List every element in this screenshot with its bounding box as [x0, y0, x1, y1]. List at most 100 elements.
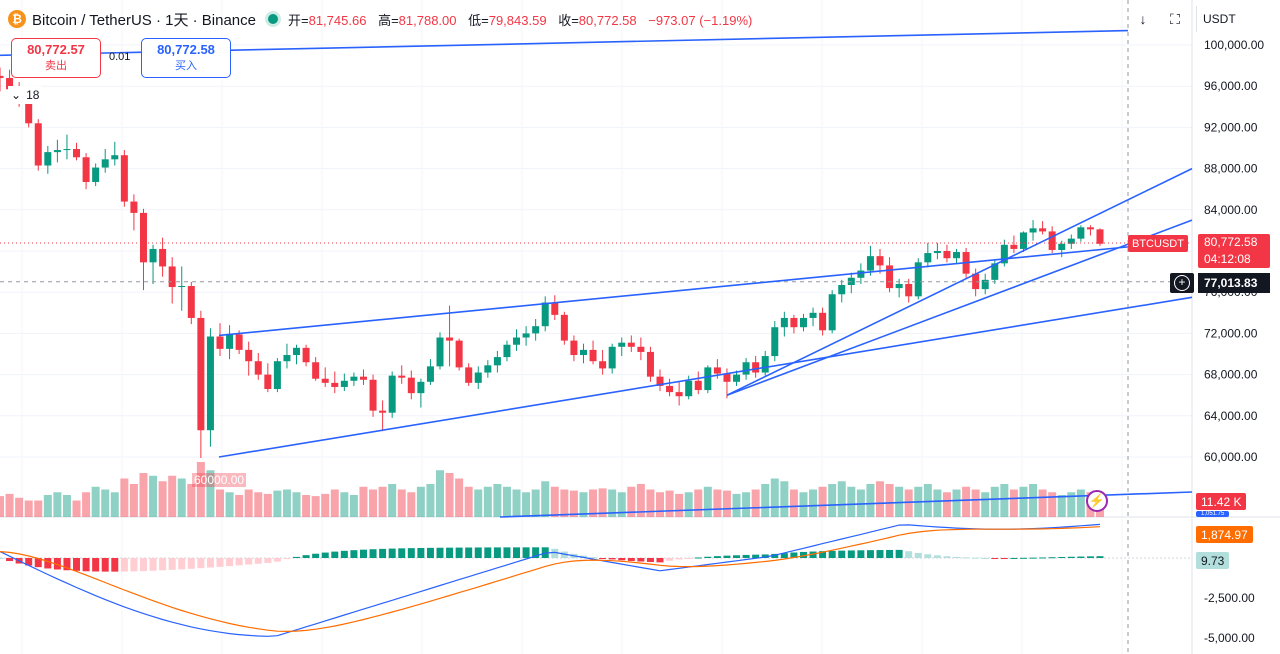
volume-bar — [1067, 492, 1076, 517]
macd-histogram-bar — [1067, 556, 1075, 558]
macd-histogram-bar — [331, 551, 339, 558]
volume-bar — [235, 495, 244, 517]
macd-histogram-bar — [379, 548, 387, 558]
volume-bar — [15, 497, 24, 517]
symbol-title[interactable]: Bitcoin / TetherUS · 1天 · Binance — [32, 11, 256, 29]
sell-button[interactable]: 80,772.57 卖出 — [11, 38, 101, 78]
candle-body — [226, 334, 234, 349]
candle-body — [25, 103, 33, 124]
volume-bar — [1038, 489, 1047, 517]
candle-body — [92, 167, 100, 182]
volume-bar — [330, 489, 339, 517]
candle-body — [206, 336, 214, 431]
volume-bar — [569, 490, 578, 517]
volume-bar — [942, 492, 951, 517]
macd-histogram-bar — [398, 548, 406, 558]
volume-bar — [455, 478, 464, 517]
volume-bar — [770, 478, 779, 517]
volume-bar — [694, 489, 703, 517]
candle-body — [493, 357, 501, 366]
price-tick-label: 84,000.00 — [1204, 203, 1258, 217]
candle-body — [350, 376, 358, 381]
macd-histogram-bar — [436, 547, 444, 558]
candle-body — [254, 361, 262, 375]
macd-histogram-bar — [847, 550, 855, 558]
volume-bar — [254, 492, 263, 517]
buy-button[interactable]: 80,772.58 买入 — [141, 38, 231, 78]
volume-bar — [311, 496, 320, 517]
macd-histogram-bar — [465, 547, 473, 558]
volume-bar — [206, 470, 215, 517]
candle-body — [599, 361, 607, 369]
macd-histogram-bar — [293, 556, 301, 558]
volume-bar — [388, 484, 397, 517]
volume-bar — [120, 478, 129, 517]
macd-histogram-bar — [685, 558, 693, 559]
signal-line — [0, 526, 1101, 633]
macd-histogram-bar — [924, 554, 932, 558]
macd-histogram-bar — [254, 558, 262, 564]
candle-body — [589, 349, 597, 362]
candle-body — [159, 248, 167, 267]
scroll-to-latest-button[interactable]: ↓ — [1139, 11, 1147, 27]
candle-body — [34, 123, 42, 166]
volume-bar — [464, 486, 473, 517]
candle-body — [340, 380, 348, 387]
volume-bar — [828, 484, 837, 517]
candle-body — [407, 377, 415, 394]
volume-bar — [579, 492, 588, 517]
lightning-icon[interactable]: ⚡ — [1086, 490, 1108, 512]
macd-histogram-bar — [656, 558, 664, 563]
candle-body — [321, 378, 329, 383]
candle-body — [637, 346, 645, 352]
price-tick-label: 92,000.00 — [1204, 120, 1258, 134]
candle-body — [139, 212, 147, 263]
candle-body — [455, 340, 463, 368]
candle-body — [398, 375, 406, 378]
volume-bar — [684, 492, 693, 517]
macd-histogram-bar — [1000, 558, 1008, 559]
candle-body — [838, 284, 846, 295]
candle-body — [886, 265, 894, 289]
fullscreen-icon[interactable]: ⛶ — [1170, 10, 1180, 27]
volume-bar — [617, 492, 626, 517]
candle-body — [742, 362, 750, 375]
candle-body — [130, 201, 138, 213]
add-alert-icon[interactable]: + — [1170, 273, 1194, 293]
volume-bar — [177, 478, 186, 517]
quantity-selector[interactable]: ⌄ 18 — [8, 86, 43, 104]
volume-bar — [789, 489, 798, 517]
macd-histogram-bar — [1077, 556, 1085, 558]
candle-body — [799, 317, 807, 328]
volume-bar — [665, 490, 674, 517]
bar-countdown: 04:12:08 — [1204, 252, 1251, 266]
volume-bar — [742, 492, 751, 517]
volume-bar — [302, 495, 311, 517]
candle-body — [866, 256, 874, 271]
price-change: −973.07 (−1.19%) — [648, 12, 753, 28]
candle-body — [283, 355, 291, 362]
volume-bar — [1029, 484, 1038, 517]
volume-bar — [608, 489, 617, 517]
candle-body — [426, 366, 434, 382]
candle-body — [503, 344, 511, 358]
macd-histogram-bar — [178, 558, 186, 570]
chevron-down-icon: ⌄ — [11, 88, 22, 102]
macd-histogram-bar — [522, 547, 530, 558]
volume-bar — [1009, 489, 1018, 517]
volume-bar — [168, 475, 177, 517]
macd-histogram-bar — [359, 549, 367, 558]
candle-body — [120, 155, 128, 202]
candle-body — [953, 252, 961, 259]
price-tick-label: 88,000.00 — [1204, 162, 1258, 176]
currency-selector[interactable]: USDT — [1196, 6, 1280, 32]
macd-histogram-bar — [1019, 557, 1027, 559]
volume-bar — [780, 481, 789, 517]
volume-bar — [493, 484, 502, 517]
candle-body — [331, 382, 339, 387]
volume-bar — [292, 492, 301, 517]
volume-bar — [196, 462, 205, 517]
macd-histogram-bar — [388, 548, 396, 558]
candle-body — [541, 302, 549, 327]
